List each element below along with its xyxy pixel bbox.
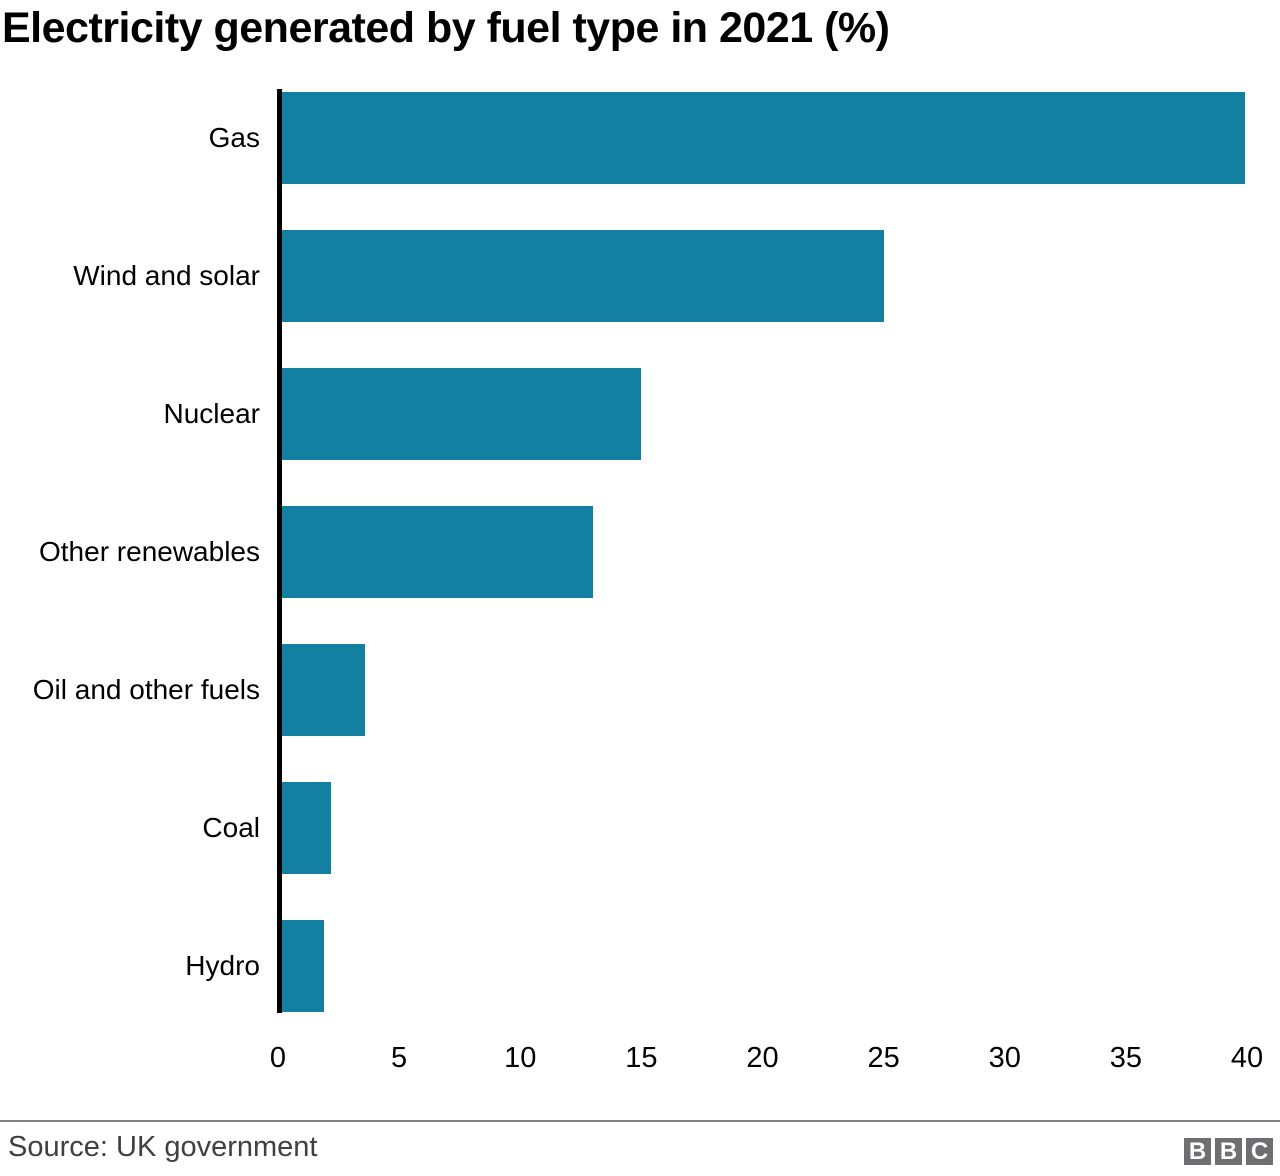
x-tick-0: 0 [269, 1042, 287, 1074]
bar-hydro [278, 920, 324, 1012]
y-axis-line [277, 89, 282, 1013]
bar-wind-and-solar [278, 230, 884, 322]
category-label-nuclear: Nuclear [163, 398, 260, 429]
chart-title: Electricity generated by fuel type in 20… [2, 4, 890, 52]
x-tick-20: 20 [746, 1042, 779, 1074]
category-label-hydro: Hydro [185, 950, 260, 981]
bbc-logo-block-3: C [1246, 1138, 1273, 1165]
category-label-coal: Coal [202, 812, 260, 843]
x-tick-25: 25 [867, 1042, 900, 1074]
x-tick-30: 30 [988, 1042, 1021, 1074]
bar-coal [278, 782, 332, 874]
category-label-wind-and-solar: Wind and solar [73, 260, 260, 291]
bar-gas [278, 92, 1245, 184]
footer-divider [0, 1120, 1280, 1122]
bbc-logo-block-1: B [1184, 1138, 1211, 1165]
category-label-gas: Gas [208, 122, 260, 153]
bar-other-renewables [278, 506, 593, 598]
bbc-logo-block-2: B [1215, 1138, 1242, 1165]
category-label-oil-and-other-fuels: Oil and other fuels [32, 674, 260, 705]
bar-nuclear [278, 368, 642, 460]
x-tick-15: 15 [625, 1042, 658, 1074]
category-label-other-renewables: Other renewables [38, 536, 260, 567]
source-text: Source: UK government [8, 1131, 318, 1163]
plot-area: Gas Wind and solar Nuclear Other renewables… [32, 89, 1264, 1074]
x-tick-40: 40 [1230, 1042, 1264, 1074]
bar-oil-and-other-fuels [278, 644, 366, 736]
x-tick-10: 10 [504, 1042, 537, 1074]
x-tick-35: 35 [1109, 1042, 1143, 1074]
x-tick-5: 5 [391, 1042, 408, 1074]
